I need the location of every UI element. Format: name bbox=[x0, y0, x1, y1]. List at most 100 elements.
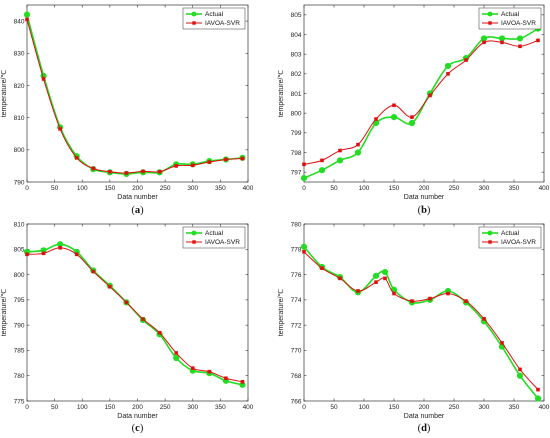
y-axis-label: temperature/℃ bbox=[278, 289, 285, 337]
data-point-predicted bbox=[91, 269, 96, 274]
x-tick-label: 100 bbox=[77, 185, 88, 192]
panel-label: (a) bbox=[131, 205, 144, 216]
panel-label: (c) bbox=[132, 423, 144, 434]
y-tick-label: 805 bbox=[14, 247, 25, 254]
x-tick-label: 250 bbox=[449, 404, 460, 411]
data-point-predicted bbox=[207, 369, 212, 374]
data-point-actual bbox=[516, 372, 524, 379]
data-point-predicted bbox=[25, 252, 29, 257]
y-tick-label: 785 bbox=[14, 348, 25, 355]
x-tick-label: 400 bbox=[539, 404, 550, 411]
x-tick-label: 100 bbox=[77, 404, 88, 411]
chart-panel-c: 0 50 100 150 200 250 300 350 400 775 780 785 790 795 8… bbox=[1, 221, 254, 434]
x-tick-label: 300 bbox=[187, 185, 198, 192]
data-point-predicted bbox=[74, 156, 79, 160]
x-tick-label: 200 bbox=[132, 404, 143, 411]
x-axis-label: Data number bbox=[404, 194, 445, 201]
data-point-predicted bbox=[392, 291, 396, 296]
data-point-predicted bbox=[240, 379, 245, 384]
data-point-predicted bbox=[174, 351, 178, 355]
y-tick-label: 772 bbox=[291, 322, 302, 329]
y-tick-label: 797 bbox=[291, 169, 302, 176]
data-point-predicted bbox=[446, 291, 450, 296]
data-point-predicted bbox=[500, 40, 504, 45]
data-point-predicted bbox=[141, 317, 145, 321]
y-tick-label: 766 bbox=[291, 398, 302, 405]
data-point-predicted bbox=[302, 162, 306, 167]
data-point-predicted bbox=[392, 103, 396, 108]
y-tick-label: 810 bbox=[14, 115, 25, 122]
y-tick-label: 768 bbox=[291, 373, 302, 380]
x-tick-label: 350 bbox=[509, 404, 520, 411]
x-tick-label: 150 bbox=[104, 404, 115, 411]
chart-panel-b: 0 50 100 150 200 250 300 350 400 797 798 799 800 801 8… bbox=[278, 4, 550, 216]
y-tick-label: 800 bbox=[14, 147, 25, 154]
data-point-actual bbox=[336, 157, 344, 164]
y-tick-label: 795 bbox=[14, 297, 25, 304]
x-tick-label: 350 bbox=[215, 404, 226, 411]
legend-marker-predicted bbox=[192, 21, 196, 25]
x-tick-label: 400 bbox=[539, 185, 550, 192]
legend-label: Actual bbox=[205, 11, 224, 18]
data-point-predicted bbox=[464, 299, 468, 303]
x-tick-label: 350 bbox=[509, 185, 520, 192]
data-point-predicted bbox=[41, 77, 46, 81]
data-point-actual bbox=[318, 167, 326, 174]
y-tick-label: 800 bbox=[14, 272, 25, 279]
data-point-actual bbox=[300, 174, 308, 182]
data-point-actual bbox=[23, 11, 31, 18]
data-point-predicted bbox=[157, 169, 162, 174]
data-point-predicted bbox=[338, 276, 342, 281]
plot-area bbox=[303, 4, 545, 183]
data-point-predicted bbox=[518, 367, 522, 372]
x-tick-label: 50 bbox=[51, 404, 59, 411]
x-tick-label: 150 bbox=[389, 404, 400, 411]
data-point-predicted bbox=[224, 376, 228, 381]
data-point-actual bbox=[372, 272, 380, 279]
data-point-predicted bbox=[383, 276, 387, 281]
data-point-predicted bbox=[124, 171, 129, 175]
data-point-predicted bbox=[446, 72, 450, 76]
legend-marker-actual bbox=[487, 11, 493, 17]
x-tick-label: 150 bbox=[389, 185, 400, 192]
y-tick-label: 774 bbox=[291, 297, 302, 304]
data-point-predicted bbox=[536, 38, 540, 43]
y-tick-label: 830 bbox=[14, 51, 25, 58]
data-point-predicted bbox=[338, 148, 342, 153]
x-tick-label: 300 bbox=[187, 404, 198, 411]
y-tick-label: 801 bbox=[291, 91, 302, 98]
data-point-predicted bbox=[500, 341, 504, 345]
legend-label: IAVOA-SVR bbox=[205, 239, 240, 246]
y-tick-label: 790 bbox=[14, 322, 25, 329]
data-point-predicted bbox=[536, 387, 540, 392]
y-tick-label: 800 bbox=[291, 110, 302, 117]
data-point-predicted bbox=[157, 330, 162, 335]
x-tick-label: 0 bbox=[302, 404, 306, 411]
data-point-predicted bbox=[428, 93, 432, 98]
data-point-predicted bbox=[25, 17, 29, 22]
data-point-predicted bbox=[108, 169, 112, 174]
data-point-actual bbox=[300, 243, 308, 250]
data-point-predicted bbox=[190, 366, 195, 370]
x-tick-label: 100 bbox=[359, 404, 370, 411]
data-point-predicted bbox=[320, 158, 324, 163]
y-tick-label: 780 bbox=[14, 373, 25, 380]
y-tick-label: 820 bbox=[14, 83, 25, 90]
data-point-predicted bbox=[190, 163, 195, 168]
data-point-actual bbox=[480, 35, 488, 42]
data-point-predicted bbox=[58, 245, 62, 250]
data-point-predicted bbox=[302, 250, 306, 254]
x-tick-label: 100 bbox=[359, 185, 370, 192]
x-tick-label: 0 bbox=[25, 404, 29, 411]
legend-marker-predicted bbox=[192, 240, 196, 244]
legend-marker-predicted bbox=[488, 21, 492, 25]
y-axis-label: temperature/℃ bbox=[1, 289, 8, 337]
x-axis-label: Data number bbox=[117, 194, 158, 201]
y-tick-label: 799 bbox=[291, 130, 302, 137]
plot-area bbox=[26, 4, 249, 183]
legend-label: IAVOA-SVR bbox=[205, 20, 240, 27]
data-point-predicted bbox=[374, 117, 378, 121]
x-tick-label: 0 bbox=[302, 185, 306, 192]
data-point-predicted bbox=[320, 266, 324, 271]
y-tick-label: 803 bbox=[291, 51, 302, 58]
